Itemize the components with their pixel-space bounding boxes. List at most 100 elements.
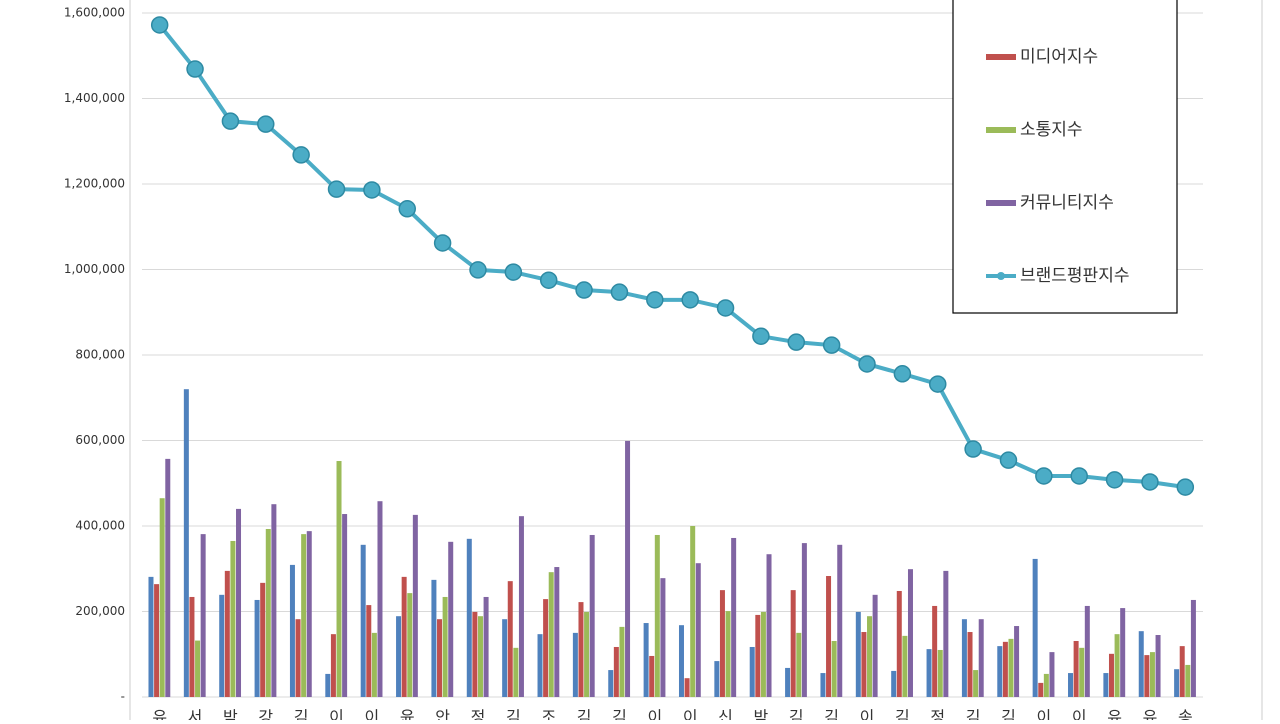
bar: [401, 576, 407, 697]
bar: [855, 611, 861, 697]
bar: [1144, 655, 1150, 697]
legend-swatch: [986, 54, 1016, 60]
x-tick-label: 유: [1143, 708, 1158, 721]
bar: [513, 647, 519, 697]
bar: [200, 534, 206, 697]
bar: [159, 498, 165, 697]
bar: [766, 554, 772, 697]
bar: [861, 632, 867, 697]
legend-label: 소통지수: [1020, 120, 1083, 140]
x-tick-label: 조: [541, 708, 556, 721]
bar: [448, 541, 454, 697]
legend: [952, 0, 1178, 314]
bar: [831, 640, 837, 697]
x-tick-label: 이: [329, 708, 344, 721]
bar: [643, 623, 649, 697]
bar: [790, 590, 796, 697]
bar: [260, 582, 266, 697]
bar: [1103, 673, 1109, 697]
bar: [719, 590, 725, 697]
line-point: [398, 200, 416, 218]
bar: [961, 619, 967, 697]
bar: [1174, 669, 1180, 697]
line-point: [964, 440, 982, 458]
bar: [619, 626, 625, 697]
bar: [301, 534, 307, 697]
bar: [690, 526, 696, 697]
bar: [625, 440, 631, 697]
y-tick-label: 1,600,000: [64, 6, 125, 20]
bar: [826, 576, 832, 697]
x-tick-label: 김: [612, 708, 627, 721]
y-tick-label: 1,000,000: [64, 262, 125, 276]
bar: [608, 670, 614, 697]
bar: [978, 619, 984, 697]
bar: [760, 611, 766, 697]
bar: [891, 670, 897, 697]
bar: [725, 611, 731, 697]
y-tick-label: 1,200,000: [64, 177, 125, 191]
y-tick-label: 400,000: [75, 519, 125, 533]
bar: [360, 544, 366, 697]
bar: [896, 590, 902, 697]
bar: [820, 673, 826, 697]
x-tick-label: 이: [683, 708, 698, 721]
bar: [937, 649, 943, 697]
x-tick-label: 유: [1107, 708, 1122, 721]
bar: [325, 673, 331, 697]
bar: [654, 534, 660, 697]
bar: [254, 599, 260, 697]
bar: [195, 640, 201, 697]
line-point: [575, 281, 593, 299]
bar: [396, 616, 402, 697]
x-tick-label: 이: [365, 708, 380, 721]
bar: [342, 514, 348, 697]
line-point: [610, 283, 629, 301]
bar: [902, 635, 908, 697]
bar: [1073, 640, 1079, 697]
bar: [518, 516, 524, 697]
x-tick-label: 이: [647, 708, 662, 721]
bar: [1014, 626, 1020, 697]
legend-swatch: [986, 200, 1016, 206]
bar: [1155, 635, 1161, 697]
bar: [867, 616, 873, 697]
bar: [1079, 647, 1085, 697]
line-point: [716, 299, 735, 317]
bar: [973, 670, 979, 697]
y-tick-label: 1,400,000: [64, 91, 125, 105]
bar: [1068, 673, 1074, 697]
bar: [997, 646, 1003, 697]
bar: [295, 619, 301, 697]
bar: [1114, 634, 1120, 697]
bar: [1084, 605, 1090, 697]
line-point: [292, 146, 310, 164]
bar: [507, 581, 513, 697]
y-tick-label: 800,000: [75, 348, 125, 362]
x-tick-label: 김: [824, 708, 839, 721]
x-tick-label: 김: [966, 708, 981, 721]
x-tick-label: 정: [930, 708, 945, 721]
bar: [554, 567, 560, 697]
x-tick-label: 박: [223, 708, 238, 721]
line-point: [1141, 473, 1159, 491]
x-tick-label: 이: [1072, 708, 1087, 721]
bar: [431, 579, 437, 697]
bar: [148, 576, 154, 697]
bar: [306, 531, 312, 697]
bar: [801, 543, 807, 697]
bar: [796, 632, 802, 697]
bar: [584, 611, 590, 697]
bar: [1038, 682, 1044, 697]
bar: [907, 569, 913, 697]
x-tick-label: 송: [1178, 708, 1193, 721]
x-tick-label: 김: [577, 708, 592, 721]
bar: [932, 605, 938, 697]
line-point: [893, 365, 912, 383]
line-point: [257, 115, 275, 133]
bar: [289, 564, 295, 697]
legend-label: 브랜드평판지수: [1020, 266, 1129, 286]
x-tick-label: 이: [1036, 708, 1051, 721]
bar: [472, 611, 478, 697]
line-point: [929, 375, 947, 393]
